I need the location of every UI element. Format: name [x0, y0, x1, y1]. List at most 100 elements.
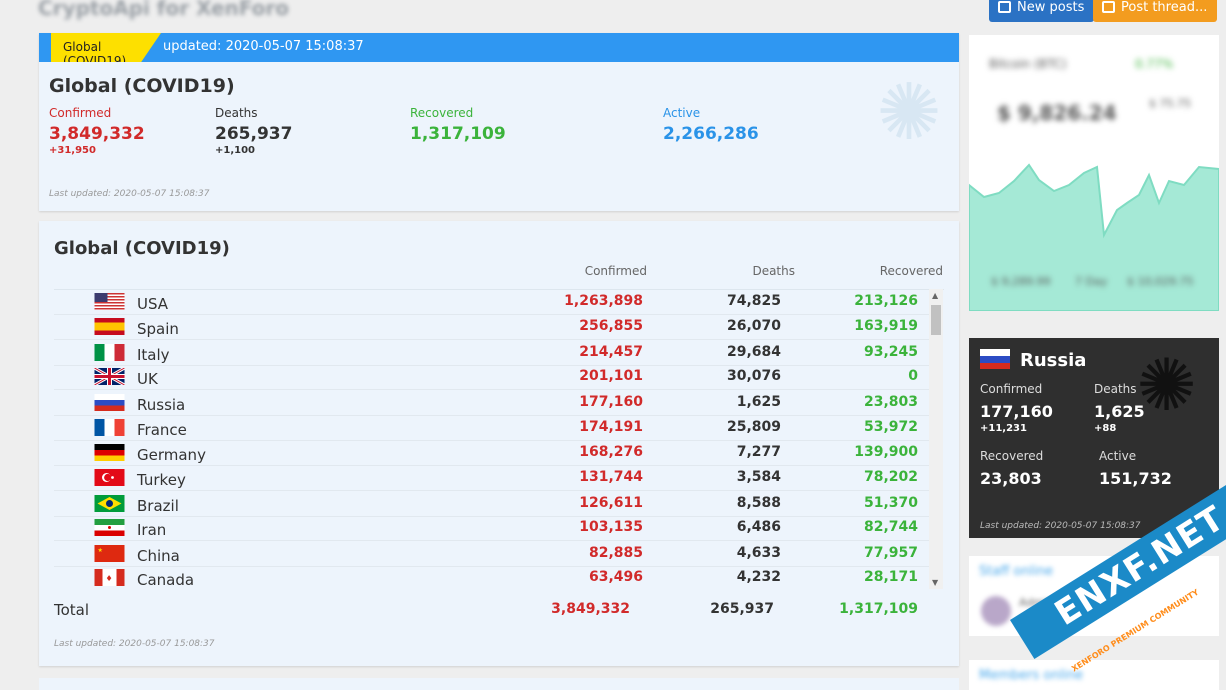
staff-online-title[interactable]: Staff online [979, 564, 1054, 579]
summary-deaths: Deaths 265,937 +1,100 [215, 106, 292, 156]
flag-italy-icon [94, 344, 125, 361]
table-row: Brazil 126,611 8,588 51,370 [54, 492, 929, 517]
next-card [39, 678, 959, 690]
members-online-title[interactable]: Members online [979, 668, 1084, 683]
summary-title: Global (COVID19) [49, 75, 235, 97]
russia-title: Russia [1020, 350, 1087, 371]
virus-icon: ✺ [876, 68, 942, 158]
country-confirmed: 177,160 [579, 394, 643, 410]
total-recovered: 1,317,109 [839, 601, 918, 617]
country-recovered: 82,744 [863, 519, 918, 535]
active-label: Active [663, 106, 701, 120]
total-confirmed: 3,849,332 [551, 601, 630, 617]
summary-last-updated: Last updated: 2020-05-07 15:08:37 [49, 189, 210, 199]
post-thread-button[interactable]: Post thread... [1093, 0, 1218, 22]
crypto-coin: Bitcoin (BTC) [989, 57, 1067, 71]
country-name: USA [137, 295, 169, 313]
total-deaths: 265,937 [710, 601, 774, 617]
table-row: France 174,191 25,809 53,972 [54, 416, 929, 441]
flag-spain-icon [94, 318, 125, 335]
table-row: UK 201,101 30,076 0 [54, 365, 929, 390]
table-row: Iran 103,135 6,486 82,744 [54, 516, 929, 541]
country-deaths: 8,588 [736, 495, 781, 511]
crypto-chart [969, 163, 1219, 311]
russia-deaths-delta: +88 [1094, 423, 1117, 434]
country-name: Turkey [137, 471, 186, 489]
russia-active-value: 151,732 [1099, 469, 1172, 488]
country-name: Spain [137, 320, 179, 338]
update-banner: Global (COVID19) updated: 2020-05-07 15:… [39, 33, 959, 62]
country-confirmed: 256,855 [579, 318, 643, 334]
table-row: ★ China 82,885 4,633 77,957 [54, 542, 929, 567]
crypto-change: 0.77% [1135, 57, 1174, 71]
country-name: Iran [137, 521, 167, 539]
new-posts-icon [998, 1, 1011, 13]
crypto-price: $ 9,826.24 [997, 101, 1117, 125]
country-name: Germany [137, 446, 206, 464]
crypto-low: $ 9,289.99 [991, 275, 1051, 288]
scroll-up-icon[interactable]: ▲ [932, 291, 939, 300]
deaths-delta: +1,100 [215, 145, 256, 156]
flag-uk-icon [94, 368, 125, 385]
virus-icon: ✺ [1136, 343, 1197, 427]
crypto-price-delta: $ 75.75 [1149, 97, 1191, 110]
column-header-deaths: Deaths [752, 264, 795, 278]
country-name: Canada [137, 571, 195, 589]
table-scrollbar[interactable]: ▲ ▼ [929, 289, 943, 589]
country-confirmed: 214,457 [579, 344, 643, 360]
country-deaths: 4,232 [736, 569, 781, 585]
country-table[interactable]: USA 1,263,898 74,825 213,126 Spain 256,855 26,… [54, 289, 944, 589]
table-row: Germany 168,276 7,277 139,900 [54, 441, 929, 466]
edit-icon [1102, 1, 1115, 13]
table-row: Russia 177,160 1,625 23,803 [54, 391, 929, 416]
table-row: USA 1,263,898 74,825 213,126 [54, 290, 929, 315]
flag-france-icon [94, 419, 125, 436]
flag-china-icon: ★ [94, 545, 125, 562]
crypto-widget[interactable]: Bitcoin (BTC) 0.77% $ 9,826.24 $ 75.75 $… [969, 35, 1219, 311]
total-label: Total [54, 601, 90, 619]
new-posts-button[interactable]: New posts [989, 0, 1095, 22]
flag-canada-icon: ♦ [94, 569, 125, 586]
summary-active: Active 2,266,286 [663, 106, 759, 144]
country-deaths: 4,633 [736, 545, 781, 561]
banner-tag: Global (COVID19) [51, 33, 161, 62]
country-recovered: 77,957 [863, 545, 918, 561]
post-thread-label: Post thread... [1121, 0, 1208, 15]
country-recovered: 0 [908, 368, 918, 384]
russia-deaths-value: 1,625 [1094, 402, 1145, 421]
table-row: Turkey 131,744 3,584 78,202 [54, 466, 929, 491]
flag-brazil-icon [94, 495, 125, 512]
country-confirmed: 126,611 [579, 495, 643, 511]
scroll-down-icon[interactable]: ▼ [932, 578, 939, 587]
country-confirmed: 168,276 [579, 444, 643, 460]
scroll-thumb[interactable] [931, 305, 941, 335]
flag-usa-icon [94, 293, 125, 310]
country-deaths: 1,625 [736, 394, 781, 410]
country-recovered: 78,202 [863, 469, 918, 485]
page-title: CryptoApi for XenForo [38, 0, 289, 20]
russia-card: Russia ✺ Confirmed 177,160 +11,231 Death… [969, 338, 1219, 538]
country-name: Brazil [137, 497, 179, 515]
recovered-label: Recovered [410, 106, 474, 120]
crypto-high: $ 10,029.75 [1127, 275, 1194, 288]
flag-russia-icon [94, 394, 125, 411]
country-confirmed: 131,744 [579, 469, 643, 485]
russia-active-label: Active [1099, 449, 1137, 463]
russia-recovered-value: 23,803 [980, 469, 1042, 488]
country-deaths: 29,684 [726, 344, 781, 360]
country-recovered: 28,171 [863, 569, 918, 585]
country-confirmed: 174,191 [579, 419, 643, 435]
crypto-period: 7 Day [1075, 275, 1108, 288]
country-deaths: 74,825 [726, 293, 781, 309]
members-online-widget: Members online [969, 660, 1219, 690]
country-deaths: 25,809 [726, 419, 781, 435]
country-recovered: 139,900 [854, 444, 918, 460]
country-deaths: 7,277 [736, 444, 781, 460]
country-name: China [137, 547, 180, 565]
column-header-recovered: Recovered [879, 264, 943, 278]
column-header-confirmed: Confirmed [584, 264, 647, 278]
country-deaths: 3,584 [736, 469, 781, 485]
avatar[interactable] [981, 596, 1011, 626]
country-deaths: 6,486 [736, 519, 781, 535]
deaths-value: 265,937 [215, 124, 293, 144]
